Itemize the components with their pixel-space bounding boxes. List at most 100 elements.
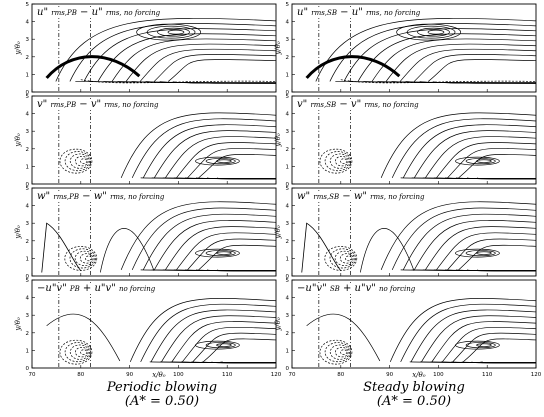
panel-label-reference-subscript: rms, no forcing bbox=[364, 101, 419, 109]
panel-r1-c2-lobe bbox=[427, 29, 445, 35]
panel-r3-c2-neg-lobe bbox=[329, 248, 356, 269]
panel-r4-c2-xtick-label: 90 bbox=[386, 372, 393, 378]
panel-r2-c1-neg-lobe bbox=[64, 151, 92, 172]
panel-r2-c2-frame bbox=[291, 95, 537, 185]
panel-r2-c1-neg-lobe bbox=[59, 148, 93, 174]
panel-r2-c1-ytick-label: 1 bbox=[26, 164, 30, 170]
panel-r4-c1-contour bbox=[202, 338, 277, 364]
panel-r2-c1-contour bbox=[120, 112, 277, 179]
panel-r1-c2-bump bbox=[305, 55, 401, 79]
panel-r2-c1-neg-lobe bbox=[69, 153, 90, 169]
panel-r3-c2-wall-contour bbox=[301, 222, 342, 273]
panel-label-reference: − v" bbox=[336, 99, 365, 110]
panel-r4-c1-xtick-label: 70 bbox=[29, 372, 36, 378]
panel-label-quantity: −u"v" bbox=[297, 283, 330, 294]
panel-r3-c1-neg-lobe bbox=[79, 253, 94, 264]
panel-label-quantity: u" bbox=[297, 7, 312, 18]
panel-r3-c1-lobe bbox=[216, 251, 232, 255]
panel-label-r3-c2: w" rms,SB − w" rms, no forcing bbox=[296, 191, 426, 202]
panel-r1-c2-contour bbox=[428, 59, 537, 84]
panel-r4-c2-ytick-label: 2 bbox=[286, 331, 290, 337]
panel-r1-c1-lobe bbox=[146, 25, 196, 39]
panel-r4-c2-xtick-label: 70 bbox=[289, 372, 296, 378]
panel-r1-c1-contour bbox=[111, 38, 277, 84]
panel-label-r2-c2: v" rms,SB − v" rms, no forcing bbox=[296, 99, 420, 110]
panel-r4-c2-contour bbox=[389, 298, 537, 363]
panel-r4-c2-lobe bbox=[465, 342, 496, 349]
panel-r2-c2-ytick-label: 0 bbox=[286, 182, 290, 188]
panel-r4-c1-ylabel: y/θ₀ bbox=[14, 317, 22, 332]
panel-r2-c2-lobe bbox=[455, 156, 500, 166]
panel-r4-c1-neg-lobe bbox=[69, 344, 90, 360]
panel-label-subscript: rms,PB bbox=[53, 193, 79, 201]
panel-label-quantity: w" bbox=[37, 191, 54, 202]
panel-r4-c1-ytick-label: 2 bbox=[26, 331, 30, 337]
panel-r1-c2-lobe bbox=[406, 25, 456, 39]
panel-r3-c2-ytick-label: 1 bbox=[286, 256, 290, 262]
panel-r1-c2-ytick-label: 3 bbox=[286, 37, 290, 43]
panel-label-r4-c1: −u"v" PB + u"v" no forcing bbox=[36, 283, 157, 294]
panel-r4-c2-ytick-label: 0 bbox=[286, 366, 290, 372]
panel-r3-c2-lobe bbox=[476, 251, 492, 255]
panel-r3-c1-frame bbox=[31, 187, 277, 277]
panel-r3-c2-neg-lobe bbox=[339, 253, 354, 264]
panel-r3-c2-contour bbox=[402, 213, 537, 272]
panel-r1-c1-ylabel: y/θ₀ bbox=[14, 41, 22, 56]
panel-label-reference-subscript: no forcing bbox=[379, 285, 416, 293]
panel-r2-c2-ylabel: y/θ₀ bbox=[274, 133, 282, 148]
panel-label-reference-subscript: rms, no forcing bbox=[365, 9, 421, 17]
panel-r3-c1-lobe bbox=[205, 250, 236, 257]
panel-r4-c2-contour bbox=[462, 338, 537, 364]
panel-r4-c2-wall-contour bbox=[306, 313, 381, 362]
panel-label-subscript: rms,SB bbox=[310, 101, 337, 109]
panel-r1-c2-lobe bbox=[396, 23, 461, 41]
panel-r1-c1-ytick-label: 0 bbox=[26, 90, 30, 96]
panel-label-reference-subscript: no forcing bbox=[118, 285, 156, 293]
panel-r3-c2-contour bbox=[380, 201, 537, 271]
panel-label-quantity: v" bbox=[37, 99, 51, 110]
panel-r3-c1-neg-lobe bbox=[69, 248, 96, 269]
panel-r2-c1-ytick-label: 5 bbox=[26, 94, 30, 100]
panel-r3-c1-contour bbox=[142, 213, 277, 272]
panel-r1-c2-ytick-label: 1 bbox=[286, 72, 290, 78]
panel-r2-c2-ytick-label: 5 bbox=[286, 94, 290, 100]
panel-r1-c2-ytick-label: 5 bbox=[286, 2, 290, 8]
panel-r4-c1-frame bbox=[31, 279, 277, 369]
panel-r4-c2-neg-lobe bbox=[329, 344, 350, 360]
panel-r4-c1-neg-lobe bbox=[75, 347, 89, 358]
panel-r3-c1-wall-contour bbox=[99, 228, 155, 273]
panel-r4-c1-xtick-label: 100 bbox=[173, 372, 184, 378]
panel-r4-c1-ytick-label: 3 bbox=[26, 313, 30, 319]
panel-r3-c2-ytick-label: 0 bbox=[286, 274, 290, 280]
panel-label-r4-c2: −u"v" SB + u"v" no forcing bbox=[296, 283, 417, 294]
panel-r2-c1-frame bbox=[31, 95, 277, 185]
panel-r3-c1-lobe bbox=[195, 248, 240, 258]
panel-r3-c1-ytick-label: 0 bbox=[26, 274, 30, 280]
panel-label-reference: + u"v" bbox=[339, 283, 380, 294]
panel-r3-c1-ytick-label: 1 bbox=[26, 256, 30, 262]
caption-steady-param: (A* = 0.50) bbox=[376, 394, 452, 409]
panel-r3-c2-frame bbox=[291, 187, 537, 277]
panel-r2-c2-ytick-label: 3 bbox=[286, 129, 290, 135]
panel-r4-c2-neg-lobe bbox=[324, 342, 352, 363]
panel-r4-c1-contour bbox=[129, 298, 277, 363]
panel-r4-c1-xtick-label: 120 bbox=[271, 372, 282, 378]
panel-label-reference: − w" bbox=[339, 191, 371, 202]
panel-r3-c2-ytick-label: 3 bbox=[286, 221, 290, 227]
panel-r2-c2-neg-lobe bbox=[329, 153, 350, 169]
panel-r1-c2-contour bbox=[343, 28, 537, 84]
panel-r1-c1-ytick-label: 3 bbox=[26, 37, 30, 43]
panel-r4-c1-neg-lobe bbox=[64, 342, 92, 363]
panel-r1-c2-contour bbox=[413, 54, 537, 84]
panel-r4-c1-contour bbox=[150, 309, 277, 364]
panel-label-reference-subscript: rms, no forcing bbox=[105, 9, 161, 17]
caption-steady-title: Steady blowing bbox=[363, 380, 465, 395]
panel-r4-c2-xtick-label: 110 bbox=[482, 372, 493, 378]
panel-r4-c1-xlabel: x/θ₀ bbox=[152, 371, 166, 379]
panel-r4-c2-ytick-label: 1 bbox=[286, 348, 290, 354]
panel-r4-c1-neg-lobe bbox=[59, 339, 93, 365]
panel-r1-c2-contour bbox=[357, 33, 537, 84]
panel-r3-c1-ytick-label: 3 bbox=[26, 221, 30, 227]
panel-label-reference-subscript: rms, no forcing bbox=[110, 193, 165, 201]
